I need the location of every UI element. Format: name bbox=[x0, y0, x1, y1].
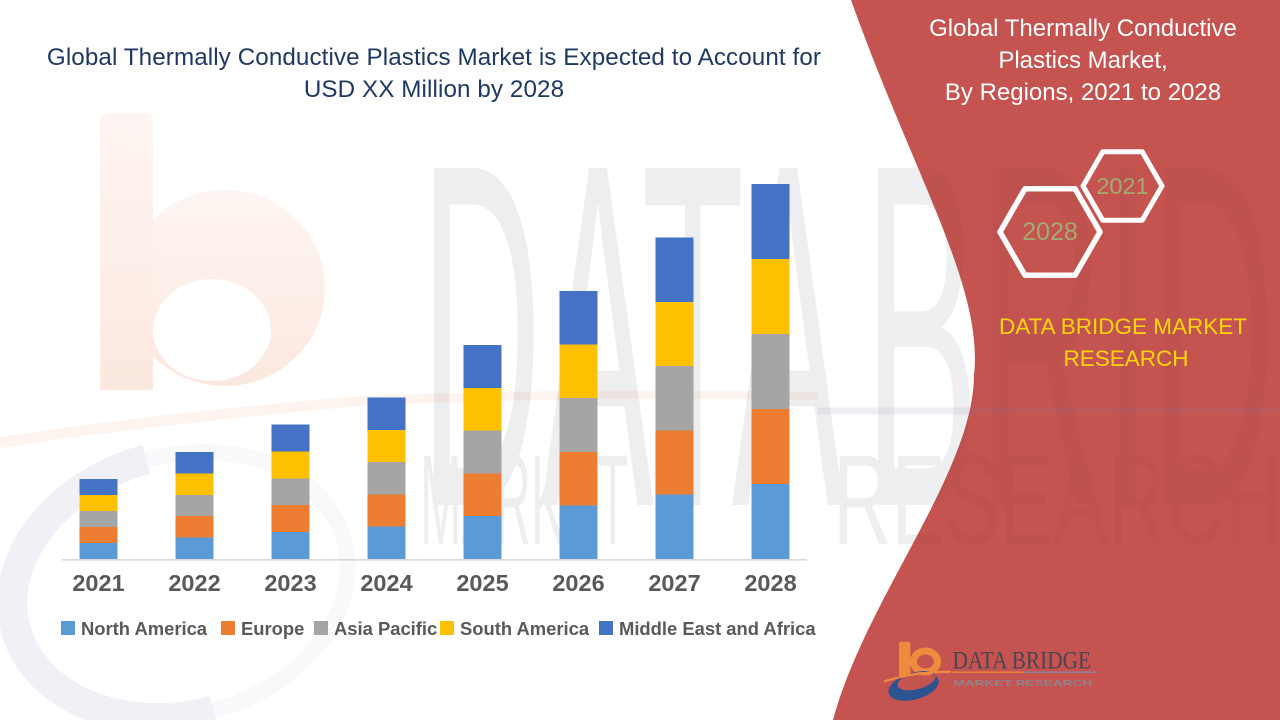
svg-text:2025: 2025 bbox=[456, 570, 508, 596]
svg-text:2028: 2028 bbox=[1022, 218, 1078, 246]
svg-text:MARKET RESEARCH: MARKET RESEARCH bbox=[953, 678, 1092, 688]
svg-text:North America: North America bbox=[81, 618, 208, 639]
svg-text:2024: 2024 bbox=[360, 570, 412, 596]
svg-text:Global Thermally Conductive Pl: Global Thermally Conductive Plastics Mar… bbox=[47, 44, 821, 71]
svg-text:2023: 2023 bbox=[264, 570, 316, 596]
svg-text:2028: 2028 bbox=[744, 570, 796, 596]
svg-text:2026: 2026 bbox=[552, 570, 604, 596]
svg-text:USD XX Million by 2028: USD XX Million by 2028 bbox=[304, 76, 564, 103]
svg-text:Middle East and Africa: Middle East and Africa bbox=[619, 618, 816, 639]
svg-text:Plastics Market,: Plastics Market, bbox=[998, 47, 1167, 74]
svg-text:By Regions, 2021 to 2028: By Regions, 2021 to 2028 bbox=[945, 79, 1221, 106]
svg-text:Global Thermally Conductive: Global Thermally Conductive bbox=[929, 15, 1237, 42]
svg-text:2021: 2021 bbox=[72, 570, 124, 596]
svg-text:2027: 2027 bbox=[648, 570, 700, 596]
svg-text:Europe: Europe bbox=[241, 618, 304, 639]
svg-text:South America: South America bbox=[460, 618, 590, 639]
svg-text:DATA BRIDGE MARKET: DATA BRIDGE MARKET bbox=[999, 314, 1247, 339]
svg-text:2021: 2021 bbox=[1096, 173, 1148, 199]
svg-text:Asia Pacific: Asia Pacific bbox=[334, 618, 437, 639]
svg-text:DATA BRIDGE: DATA BRIDGE bbox=[953, 648, 1092, 675]
svg-text:RESEARCH: RESEARCH bbox=[1063, 346, 1188, 371]
svg-text:2022: 2022 bbox=[168, 570, 220, 596]
